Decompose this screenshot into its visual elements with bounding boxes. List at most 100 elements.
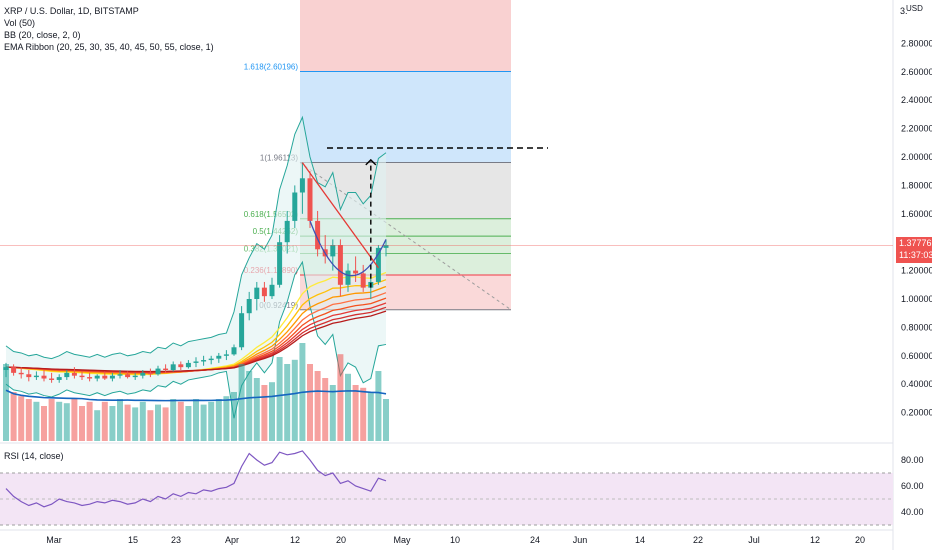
volume-bar bbox=[375, 371, 382, 441]
time-axis-tick: 24 bbox=[530, 535, 540, 545]
volume-bar bbox=[94, 410, 101, 441]
volume-bar bbox=[238, 364, 245, 441]
rsi-axis-tick: 60.00 bbox=[901, 481, 924, 491]
volume-bar bbox=[307, 364, 313, 441]
candle-body bbox=[375, 247, 381, 282]
time-axis-tick: Jul bbox=[748, 535, 760, 545]
volume-bar bbox=[79, 406, 85, 441]
volume-bar bbox=[63, 403, 70, 441]
volume-bar bbox=[33, 401, 40, 441]
candle-body bbox=[239, 313, 245, 348]
candle-body bbox=[284, 220, 290, 243]
volume-bar bbox=[18, 396, 25, 441]
candle-body bbox=[64, 372, 70, 378]
candle-body bbox=[49, 378, 55, 380]
volume-bar bbox=[155, 404, 161, 441]
rsi-label[interactable]: RSI (14, close) bbox=[4, 451, 64, 461]
volume-indicator-label[interactable]: Vol (50) bbox=[4, 18, 36, 28]
volume-bar bbox=[231, 392, 237, 441]
candle-body bbox=[26, 374, 32, 378]
candle-body bbox=[223, 354, 229, 356]
candle-body bbox=[41, 375, 47, 379]
price-axis-tick: 1.80000 bbox=[901, 180, 932, 190]
time-axis-tick: 22 bbox=[693, 535, 703, 545]
bollinger-lower bbox=[5, 260, 387, 419]
drawn-arc bbox=[309, 220, 387, 277]
candle-body bbox=[87, 377, 93, 379]
current-price-value: 1.37776 bbox=[899, 238, 932, 248]
volume-bar bbox=[261, 385, 268, 441]
volume-bar bbox=[193, 399, 199, 441]
volume-bar bbox=[139, 401, 146, 441]
volume-bar bbox=[41, 406, 47, 441]
candle-body bbox=[246, 299, 252, 314]
volume-bar bbox=[124, 404, 131, 441]
bollinger-fill bbox=[6, 117, 386, 419]
volume-bar bbox=[162, 407, 169, 441]
volume-bar bbox=[56, 401, 63, 441]
volume-bar bbox=[3, 364, 9, 441]
volume-bar bbox=[337, 354, 344, 441]
candle-body bbox=[208, 358, 214, 361]
volume-bar bbox=[170, 399, 177, 441]
time-axis-tick: May bbox=[393, 535, 411, 545]
fib-zone-extension bbox=[300, 71, 511, 163]
candle-body bbox=[79, 375, 85, 378]
candle-body bbox=[330, 245, 336, 257]
volume-bar bbox=[322, 378, 329, 441]
candle-body bbox=[185, 362, 191, 368]
volume-bar bbox=[314, 371, 321, 441]
price-axis-tick: 0.40000 bbox=[901, 379, 932, 389]
volume-bar bbox=[10, 392, 17, 441]
time-axis-tick: Mar bbox=[46, 535, 62, 545]
ema-ribbon-line bbox=[5, 310, 387, 373]
candle-body bbox=[178, 364, 184, 368]
candle-body bbox=[140, 372, 146, 376]
candle-body bbox=[360, 273, 366, 288]
candle-body bbox=[292, 192, 298, 221]
candle-body bbox=[163, 368, 169, 370]
volume-bar bbox=[291, 359, 298, 441]
volume-bar bbox=[177, 401, 184, 441]
price-axis-tick: 1.60000 bbox=[901, 209, 932, 219]
time-axis-tick: 20 bbox=[336, 535, 346, 545]
volume-ma-line bbox=[5, 389, 387, 402]
candle-body bbox=[261, 287, 267, 297]
candle-body bbox=[345, 270, 351, 285]
candle-body bbox=[269, 284, 275, 297]
time-axis-tick: 12 bbox=[290, 535, 300, 545]
fib-level-label: 0.618(1.56502) bbox=[244, 210, 299, 219]
price-axis-tick: 2.20000 bbox=[901, 124, 932, 134]
volume-bar bbox=[208, 401, 215, 441]
fib-zone-top bbox=[300, 0, 511, 72]
candle-body bbox=[353, 270, 359, 274]
candle-body bbox=[201, 360, 207, 362]
volume-bar bbox=[329, 385, 336, 441]
volume-bar bbox=[276, 357, 283, 441]
candle-body bbox=[132, 375, 138, 378]
candle-body bbox=[11, 367, 17, 373]
volume-bar bbox=[71, 399, 78, 441]
currency-label[interactable]: USD bbox=[906, 4, 923, 13]
candle-body bbox=[277, 242, 283, 285]
volume-bar bbox=[383, 399, 389, 441]
rsi-line bbox=[5, 450, 387, 508]
volume-bar bbox=[223, 396, 230, 441]
candle-body bbox=[3, 367, 9, 370]
volume-bar bbox=[132, 407, 139, 441]
price-axis-partial-label: 3. bbox=[900, 6, 908, 16]
volume-bar bbox=[86, 401, 93, 441]
symbol-title[interactable]: XRP / U.S. Dollar, 1D, BITSTAMP bbox=[4, 6, 139, 16]
price-axis-tick: 1.20000 bbox=[901, 266, 932, 276]
volume-bar bbox=[117, 399, 123, 441]
ema-ribbon-label[interactable]: EMA Ribbon (20, 25, 30, 35, 40, 45, 50, … bbox=[4, 42, 214, 52]
rsi-axis-tick: 80.00 bbox=[901, 455, 924, 465]
candle-body bbox=[299, 178, 305, 193]
candle-body bbox=[337, 245, 343, 285]
candle-body bbox=[193, 361, 199, 363]
bollinger-bands-label[interactable]: BB (20, close, 2, 0) bbox=[4, 30, 81, 40]
time-axis-tick: 14 bbox=[635, 535, 645, 545]
time-axis-tick: 20 bbox=[855, 535, 865, 545]
